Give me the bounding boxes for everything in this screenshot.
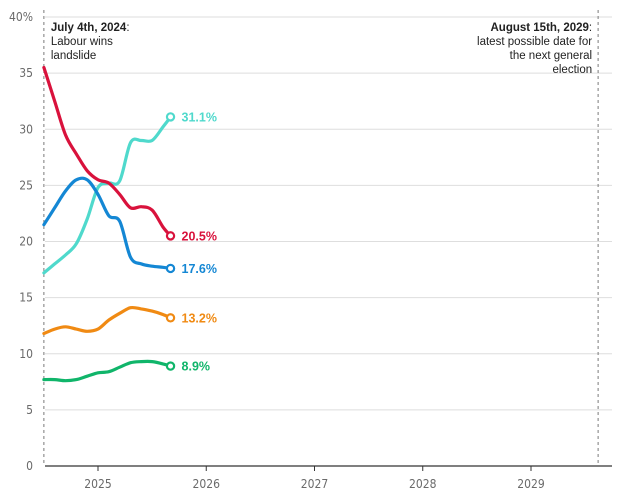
series-lines xyxy=(42,65,176,383)
y-tick-label: 10 xyxy=(19,347,33,361)
x-tick-label: 2029 xyxy=(517,477,545,491)
series-line-conservative xyxy=(42,176,173,270)
annotation-line: election xyxy=(552,64,592,76)
series-end-marker-liberal-democrats xyxy=(165,313,176,323)
annotation-date: July 4th, 2024 xyxy=(51,22,127,34)
series-end-marker-conservative xyxy=(165,263,176,274)
y-tick-label: 15 xyxy=(19,291,33,305)
series-end-marker-reform-uk xyxy=(165,112,176,122)
annotation-colon: : xyxy=(126,22,129,34)
y-tick-label: 20 xyxy=(19,235,33,249)
x-tick-label: 2027 xyxy=(301,477,328,491)
y-tick-label: 30 xyxy=(19,122,33,136)
annotation-election-deadline: August 15th, 2029: xyxy=(490,22,592,34)
series-line-liberal-democrats xyxy=(42,305,173,336)
annotation-date: August 15th, 2029 xyxy=(490,22,588,34)
x-tick-label: 2025 xyxy=(84,477,111,491)
y-tick-label: 0 xyxy=(26,459,33,473)
end-label-conservative: 17.6% xyxy=(182,262,217,276)
annotations: July 4th, 2024: Labour wins landslide Augus… xyxy=(51,22,592,76)
end-label-liberal-democrats: 13.2% xyxy=(182,311,217,325)
gridlines xyxy=(45,16,612,411)
y-axis-ticks: 0 5 10 15 20 25 30 35 40% xyxy=(9,10,33,473)
series-end-marker-labour xyxy=(165,231,176,241)
annotation-line: Labour wins xyxy=(51,36,113,48)
end-label-labour: 20.5% xyxy=(182,229,217,243)
y-tick-label: 5 xyxy=(26,403,33,417)
y-tick-label: 25 xyxy=(19,178,33,192)
end-label-reform-uk: 31.1% xyxy=(182,110,217,124)
end-label-green: 8.9% xyxy=(182,360,211,374)
series-end-marker-green xyxy=(165,361,176,371)
annotation-line: the next general xyxy=(510,50,592,62)
annotation-election-2024: July 4th, 2024: xyxy=(51,22,130,34)
series-line-green xyxy=(42,359,173,383)
x-axis-ticks: 2025 2026 2027 2028 2029 xyxy=(84,466,545,491)
annotation-line: latest possible date for xyxy=(477,36,592,48)
y-tick-label: 35 xyxy=(19,66,33,80)
x-tick-label: 2026 xyxy=(193,477,221,491)
end-labels: 31.1% 20.5% 17.6% 13.2% 8.9% xyxy=(182,110,217,373)
y-tick-label: 40% xyxy=(9,10,33,24)
x-tick-label: 2028 xyxy=(409,477,437,491)
annotation-line: landslide xyxy=(51,50,96,62)
series-line-labour xyxy=(42,65,173,238)
annotation-colon: : xyxy=(589,22,592,34)
event-markers xyxy=(43,10,599,466)
